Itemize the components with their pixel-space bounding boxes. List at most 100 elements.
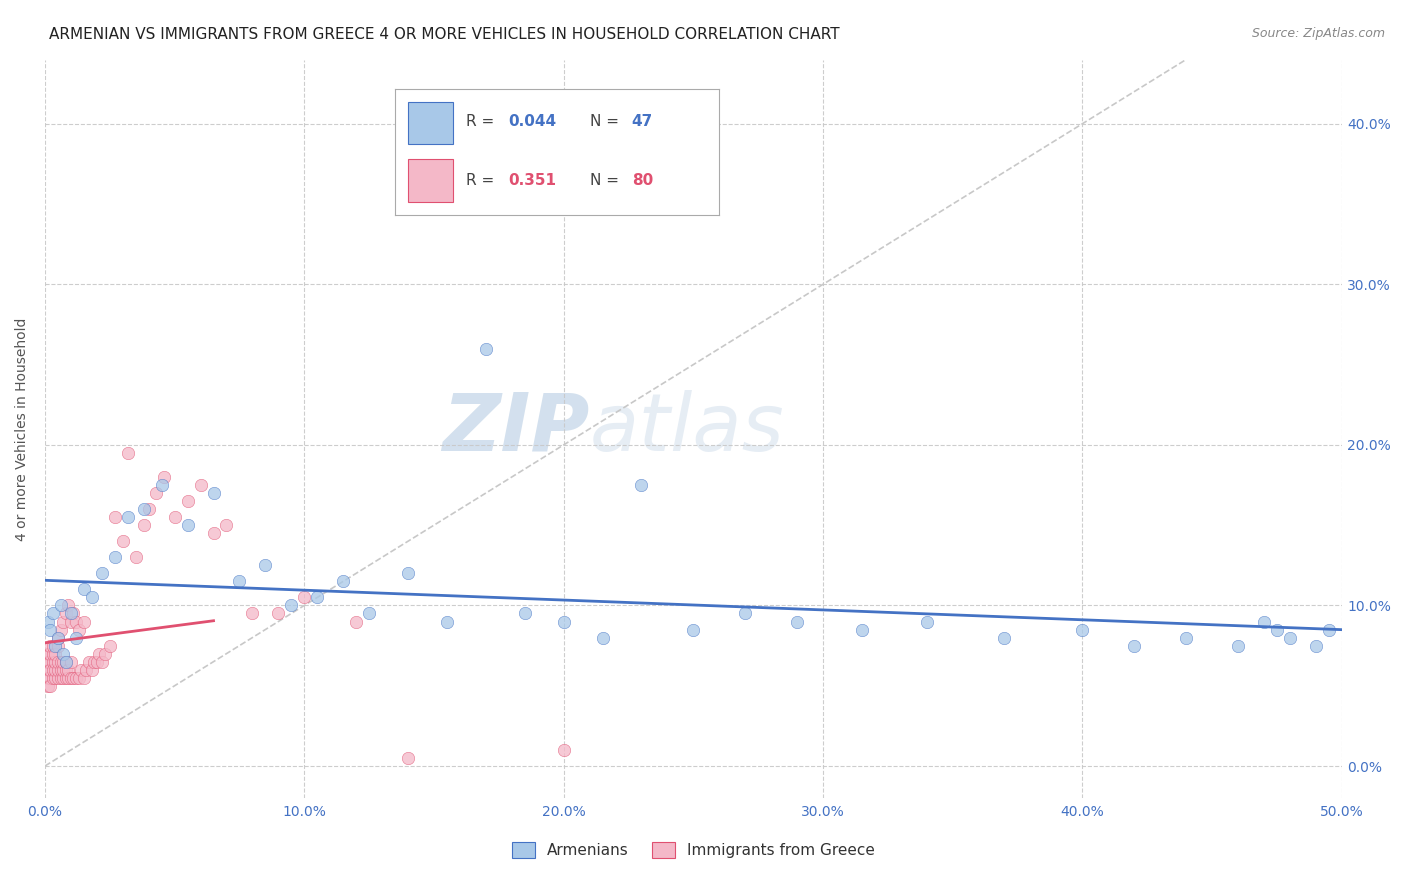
Point bbox=[52, 663, 75, 677]
Point bbox=[39, 639, 62, 653]
Point bbox=[1071, 623, 1094, 637]
Text: ZIP: ZIP bbox=[441, 390, 589, 468]
Point bbox=[292, 591, 315, 605]
Point bbox=[52, 647, 75, 661]
Point bbox=[202, 486, 225, 500]
Point bbox=[267, 607, 290, 621]
Point bbox=[67, 623, 90, 637]
Point bbox=[39, 655, 62, 669]
Point bbox=[93, 647, 115, 661]
Point bbox=[44, 663, 66, 677]
Point bbox=[59, 607, 82, 621]
Point bbox=[513, 607, 536, 621]
Point bbox=[1226, 639, 1249, 653]
Point bbox=[475, 342, 498, 356]
Point bbox=[993, 631, 1015, 645]
Point bbox=[42, 671, 65, 685]
Point bbox=[83, 655, 105, 669]
Point bbox=[37, 655, 59, 669]
Point bbox=[104, 550, 127, 565]
Point bbox=[46, 631, 69, 645]
Point bbox=[1305, 639, 1327, 653]
Point bbox=[1253, 615, 1275, 629]
Point bbox=[77, 655, 100, 669]
Point bbox=[67, 671, 90, 685]
Point bbox=[396, 751, 419, 765]
Point bbox=[682, 623, 704, 637]
Point bbox=[42, 607, 65, 621]
Point bbox=[42, 639, 65, 653]
Point bbox=[55, 607, 77, 621]
Point bbox=[55, 655, 77, 669]
Text: ARMENIAN VS IMMIGRANTS FROM GREECE 4 OR MORE VEHICLES IN HOUSEHOLD CORRELATION C: ARMENIAN VS IMMIGRANTS FROM GREECE 4 OR … bbox=[49, 27, 839, 42]
Point bbox=[91, 655, 114, 669]
Point bbox=[145, 486, 167, 500]
Point bbox=[59, 615, 82, 629]
Point bbox=[117, 446, 139, 460]
Point bbox=[49, 599, 72, 613]
Point bbox=[163, 510, 186, 524]
Point bbox=[553, 743, 575, 757]
Point bbox=[630, 478, 652, 492]
Point bbox=[39, 663, 62, 677]
Point bbox=[70, 663, 93, 677]
Point bbox=[1175, 631, 1198, 645]
Point bbox=[58, 671, 80, 685]
Point bbox=[132, 502, 155, 516]
Point bbox=[553, 615, 575, 629]
Text: atlas: atlas bbox=[589, 390, 785, 468]
Point bbox=[39, 679, 62, 693]
Point bbox=[1317, 623, 1340, 637]
Point bbox=[42, 647, 65, 661]
Point bbox=[73, 582, 96, 597]
Point bbox=[46, 663, 69, 677]
Point bbox=[42, 663, 65, 677]
Point bbox=[49, 655, 72, 669]
Point bbox=[1123, 639, 1146, 653]
Point bbox=[280, 599, 302, 613]
Point bbox=[89, 647, 111, 661]
Point bbox=[215, 518, 238, 533]
Point bbox=[132, 518, 155, 533]
Point bbox=[39, 647, 62, 661]
Point bbox=[80, 663, 103, 677]
Point bbox=[117, 510, 139, 524]
Point bbox=[190, 478, 212, 492]
Point bbox=[37, 679, 59, 693]
Point bbox=[80, 591, 103, 605]
Point bbox=[37, 615, 59, 629]
Point bbox=[786, 615, 808, 629]
Point bbox=[396, 566, 419, 581]
Point bbox=[55, 655, 77, 669]
Point bbox=[55, 671, 77, 685]
Point bbox=[58, 599, 80, 613]
Point bbox=[42, 655, 65, 669]
Point bbox=[153, 470, 176, 484]
Point bbox=[55, 663, 77, 677]
Point bbox=[436, 615, 458, 629]
Point bbox=[37, 671, 59, 685]
Point bbox=[202, 526, 225, 541]
Point bbox=[734, 607, 756, 621]
Point bbox=[49, 663, 72, 677]
Point bbox=[37, 647, 59, 661]
Point bbox=[242, 607, 264, 621]
Point bbox=[98, 639, 121, 653]
Point bbox=[46, 631, 69, 645]
Point bbox=[37, 663, 59, 677]
Point bbox=[44, 671, 66, 685]
Point bbox=[65, 615, 87, 629]
Point bbox=[592, 631, 614, 645]
Point bbox=[58, 663, 80, 677]
Point bbox=[44, 655, 66, 669]
Point bbox=[332, 574, 354, 589]
Point bbox=[46, 671, 69, 685]
Point bbox=[65, 631, 87, 645]
Point bbox=[104, 510, 127, 524]
Legend: Armenians, Immigrants from Greece: Armenians, Immigrants from Greece bbox=[506, 836, 880, 864]
Point bbox=[1265, 623, 1288, 637]
Point bbox=[915, 615, 938, 629]
Point bbox=[111, 534, 134, 549]
Point bbox=[44, 639, 66, 653]
Point bbox=[39, 671, 62, 685]
